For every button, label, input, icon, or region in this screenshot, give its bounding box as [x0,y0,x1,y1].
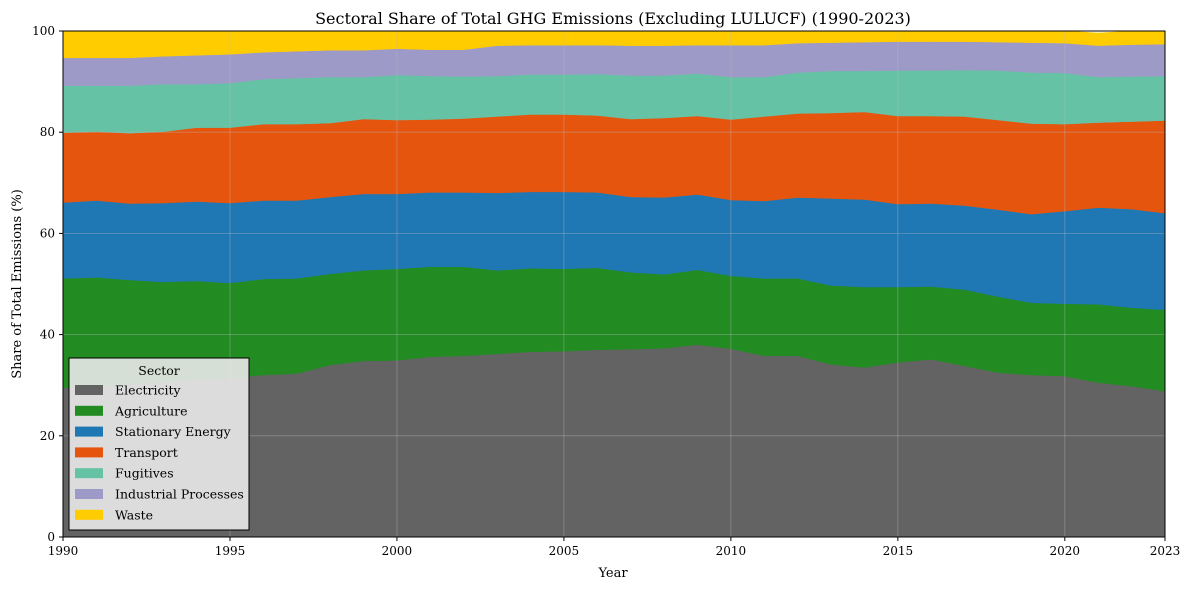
legend-swatch [75,489,103,499]
legend-title: Sector [138,363,180,378]
legend-label: Electricity [115,383,182,398]
chart-title: Sectoral Share of Total GHG Emissions (E… [315,9,911,28]
x-tick-label: 2010 [716,544,747,558]
y-tick-label: 0 [47,530,55,544]
legend-label: Agriculture [114,403,188,418]
legend-items: Electricity Agriculture Stationary Energy T… [75,383,244,522]
y-axis-ticks: 0 20 40 60 80 100 [32,24,63,544]
y-tick-label: 60 [40,226,55,240]
x-tick-label: 2005 [549,544,580,558]
x-tick-label: 2023 [1150,544,1181,558]
legend-label: Waste [115,507,153,522]
legend-label: Transport [115,445,178,460]
legend-label: Industrial Processes [115,487,244,502]
y-tick-label: 80 [40,125,55,139]
y-axis-label: Share of Total Emissions (%) [10,189,25,379]
x-tick-label: 2020 [1050,544,1081,558]
legend-swatch [75,385,103,395]
y-tick-label: 100 [32,24,55,38]
area-layers [62,30,1166,538]
x-axis-ticks: 1990 1995 2000 2005 2010 2015 2020 2023 [48,537,1181,558]
y-tick-label: 20 [40,429,55,443]
legend-label: Stationary Energy [115,424,232,439]
x-tick-label: 1990 [48,544,79,558]
plot-frame [62,30,1166,538]
legend-label: Fugitives [115,466,174,481]
x-axis-label: Year [597,566,628,581]
legend-swatch [75,447,103,458]
legend-swatch [75,405,103,416]
y-tick-label: 40 [40,328,55,342]
legend-swatch [75,509,103,520]
legend: Sector Electricity Agriculture Stationary … [68,357,250,531]
legend-swatch [75,468,103,479]
legend-swatch [75,426,103,437]
x-tick-label: 2000 [382,544,413,558]
x-tick-label: 2015 [883,544,914,558]
x-tick-label: 1995 [215,544,246,558]
